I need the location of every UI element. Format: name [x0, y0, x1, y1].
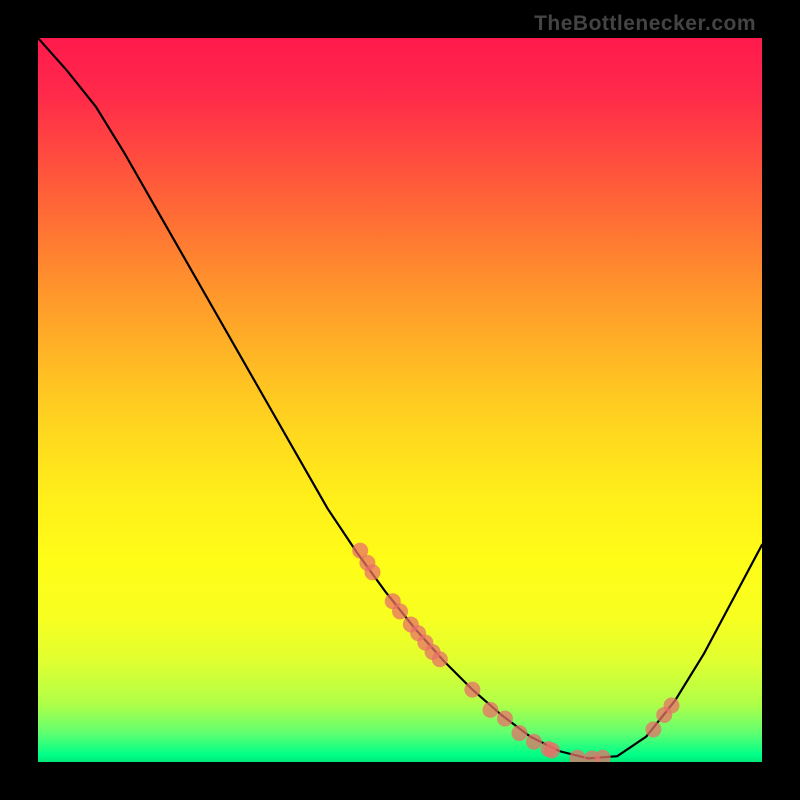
attribution-text: TheBottlenecker.com [534, 12, 756, 36]
data-marker [364, 564, 380, 580]
data-marker [464, 682, 480, 698]
data-marker [664, 698, 680, 714]
chart-container: TheBottlenecker.com [0, 0, 800, 800]
data-marker [569, 750, 585, 762]
data-marker [497, 711, 513, 727]
data-marker [392, 603, 408, 619]
bottleneck-curve [38, 38, 762, 758]
data-marker [526, 734, 542, 750]
data-marker [511, 725, 527, 741]
data-marker [483, 702, 499, 718]
curve-overlay [38, 38, 762, 762]
plot-area [38, 38, 762, 762]
data-marker [645, 721, 661, 737]
data-marker [544, 742, 560, 758]
data-marker [595, 750, 611, 762]
data-marker [432, 651, 448, 667]
